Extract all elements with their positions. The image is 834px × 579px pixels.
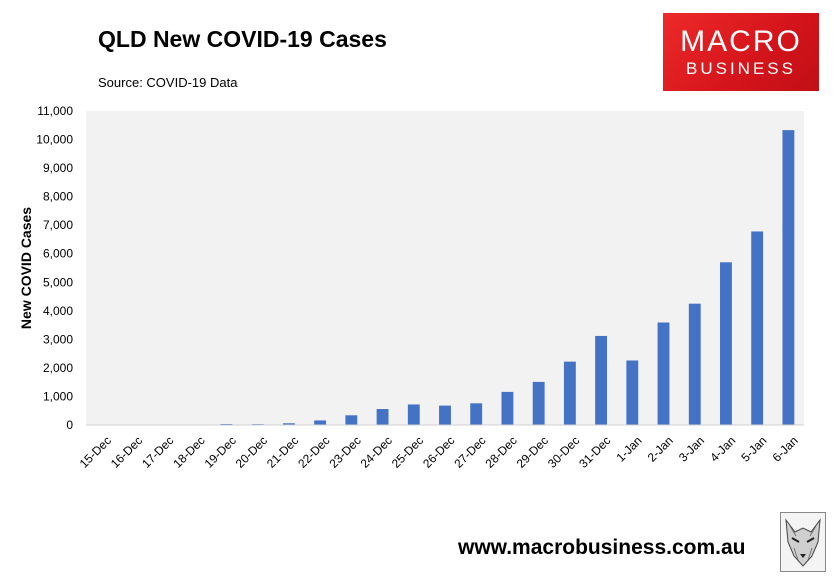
x-axis: 15-Dec16-Dec17-Dec18-Dec19-Dec20-Dec21-D… — [77, 433, 801, 470]
x-tick-label: 30-Dec — [545, 433, 582, 470]
chart-source: Source: COVID-19 Data — [98, 75, 238, 90]
bar — [376, 409, 389, 425]
x-tick-label: 1-Jan — [614, 433, 645, 464]
bar — [595, 335, 608, 425]
bar — [626, 360, 639, 425]
bar — [657, 322, 670, 425]
y-tick-label: 8,000 — [43, 190, 73, 204]
wolf-icon — [780, 512, 826, 572]
x-tick-label: 5-Jan — [738, 433, 769, 464]
chart-title: QLD New COVID-19 Cases — [98, 26, 387, 52]
x-tick-label: 16-Dec — [108, 433, 145, 470]
x-tick-label: 22-Dec — [295, 433, 332, 470]
x-tick-label: 3-Jan — [676, 433, 707, 464]
bar — [751, 231, 764, 425]
y-tick-label: 1,000 — [43, 389, 73, 403]
bar — [563, 361, 576, 425]
bar — [532, 381, 545, 425]
x-tick-label: 31-Dec — [576, 433, 613, 470]
macrobusiness-logo: MACRO BUSINESS — [663, 13, 819, 91]
y-tick-label: 0 — [66, 418, 73, 432]
x-tick-label: 24-Dec — [358, 433, 395, 470]
bar-series — [95, 130, 795, 425]
x-tick-label: 27-Dec — [451, 433, 488, 470]
x-tick-label: 26-Dec — [420, 433, 457, 470]
y-tick-label: 4,000 — [43, 304, 73, 318]
bar — [314, 420, 327, 425]
y-tick-label: 5,000 — [43, 275, 73, 289]
y-tick-label: 11,000 — [37, 104, 73, 118]
bar — [282, 423, 295, 425]
bar — [470, 403, 483, 425]
y-tick-label: 7,000 — [43, 218, 73, 232]
bar — [688, 303, 701, 425]
bar — [720, 262, 732, 425]
x-tick-label: 23-Dec — [326, 433, 363, 470]
y-tick-label: 6,000 — [43, 247, 73, 261]
website-url: www.macrobusiness.com.au — [458, 536, 746, 559]
x-tick-label: 17-Dec — [139, 433, 176, 470]
x-tick-label: 25-Dec — [389, 433, 426, 470]
x-tick-label: 18-Dec — [170, 433, 207, 470]
x-tick-label: 4-Jan — [707, 433, 738, 464]
plot-area — [86, 111, 804, 425]
x-tick-label: 21-Dec — [264, 433, 301, 470]
bar — [345, 415, 358, 425]
y-axis-label: New COVID Cases — [18, 207, 34, 329]
bar — [439, 405, 451, 425]
y-axis: 0 1,000 2,000 3,000 4,000 5,000 6,000 7,000 8,00… — [36, 104, 73, 432]
bar — [407, 404, 420, 425]
y-tick-label: 9,000 — [43, 161, 73, 175]
x-tick-label: 6-Jan — [770, 433, 801, 464]
y-tick-label: 3,000 — [43, 332, 73, 346]
x-tick-label: 28-Dec — [483, 433, 520, 470]
x-tick-label: 2-Jan — [645, 433, 676, 464]
y-tick-label: 2,000 — [43, 361, 73, 375]
x-tick-label: 29-Dec — [514, 433, 551, 470]
bar — [501, 391, 514, 425]
x-tick-label: 20-Dec — [233, 433, 270, 470]
x-tick-label: 15-Dec — [77, 433, 114, 470]
x-tick-label: 19-Dec — [202, 433, 239, 470]
bar — [782, 130, 795, 425]
y-tick-label: 10,000 — [36, 133, 73, 147]
logo-line-2: BUSINESS — [686, 59, 796, 78]
logo-line-1: MACRO — [680, 25, 802, 58]
